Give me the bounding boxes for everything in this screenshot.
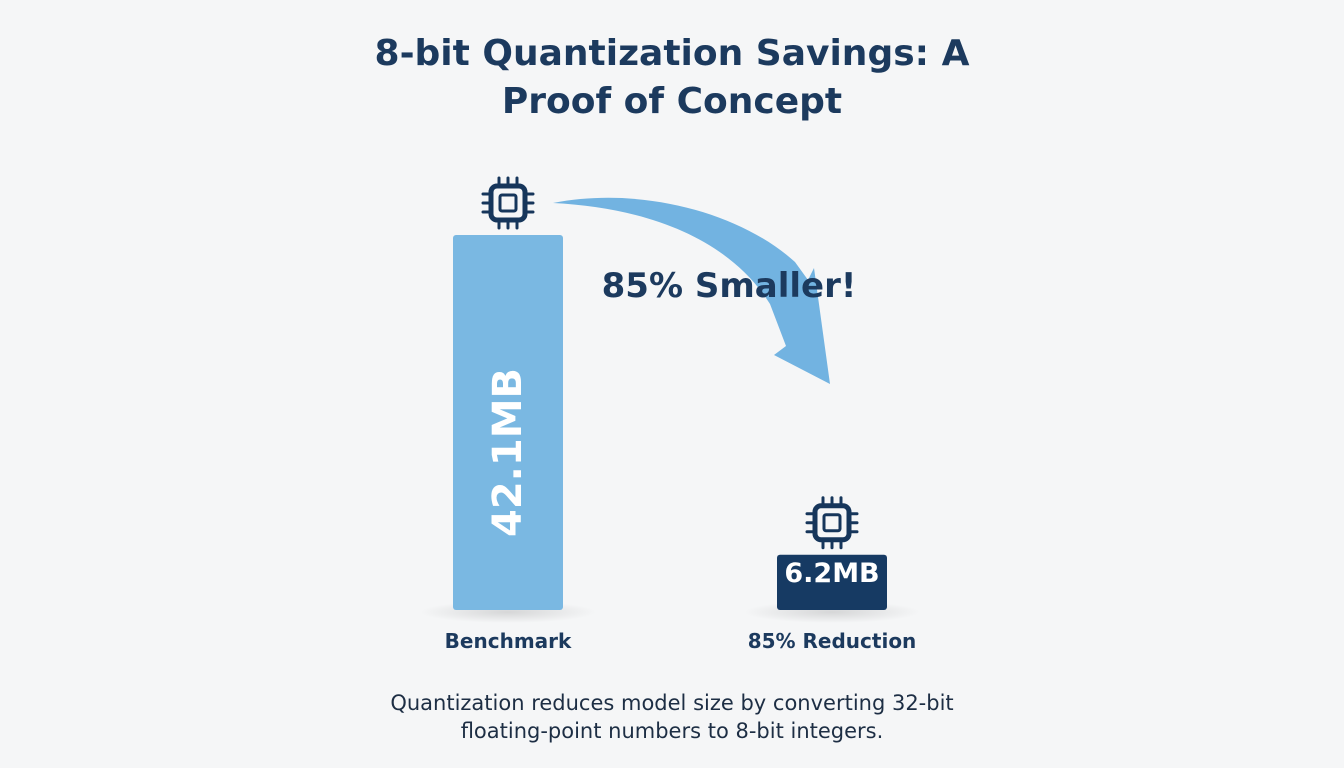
category-label: Benchmark xyxy=(445,629,572,653)
caption-line-2: floating-point numbers to 8-bit integers… xyxy=(460,719,884,743)
curved-arrow-icon xyxy=(553,197,830,384)
bar-2 xyxy=(777,554,887,610)
cpu-chip-icon xyxy=(807,498,857,548)
cpu-chip-icon xyxy=(483,178,533,228)
bar-1 xyxy=(453,235,563,610)
bar-value-label: 42.1MB xyxy=(485,368,531,537)
bar-value-label: 6.2MB xyxy=(784,558,879,589)
caption-line-1: Quantization reduces model size by conve… xyxy=(390,691,954,715)
chart-title-line-2: Proof of Concept xyxy=(501,81,843,122)
reduction-annotation: 85% Smaller! xyxy=(602,266,857,306)
chart-title-line-1: 8-bit Quantization Savings: A xyxy=(374,33,970,74)
category-label: 85% Reduction xyxy=(748,629,917,653)
